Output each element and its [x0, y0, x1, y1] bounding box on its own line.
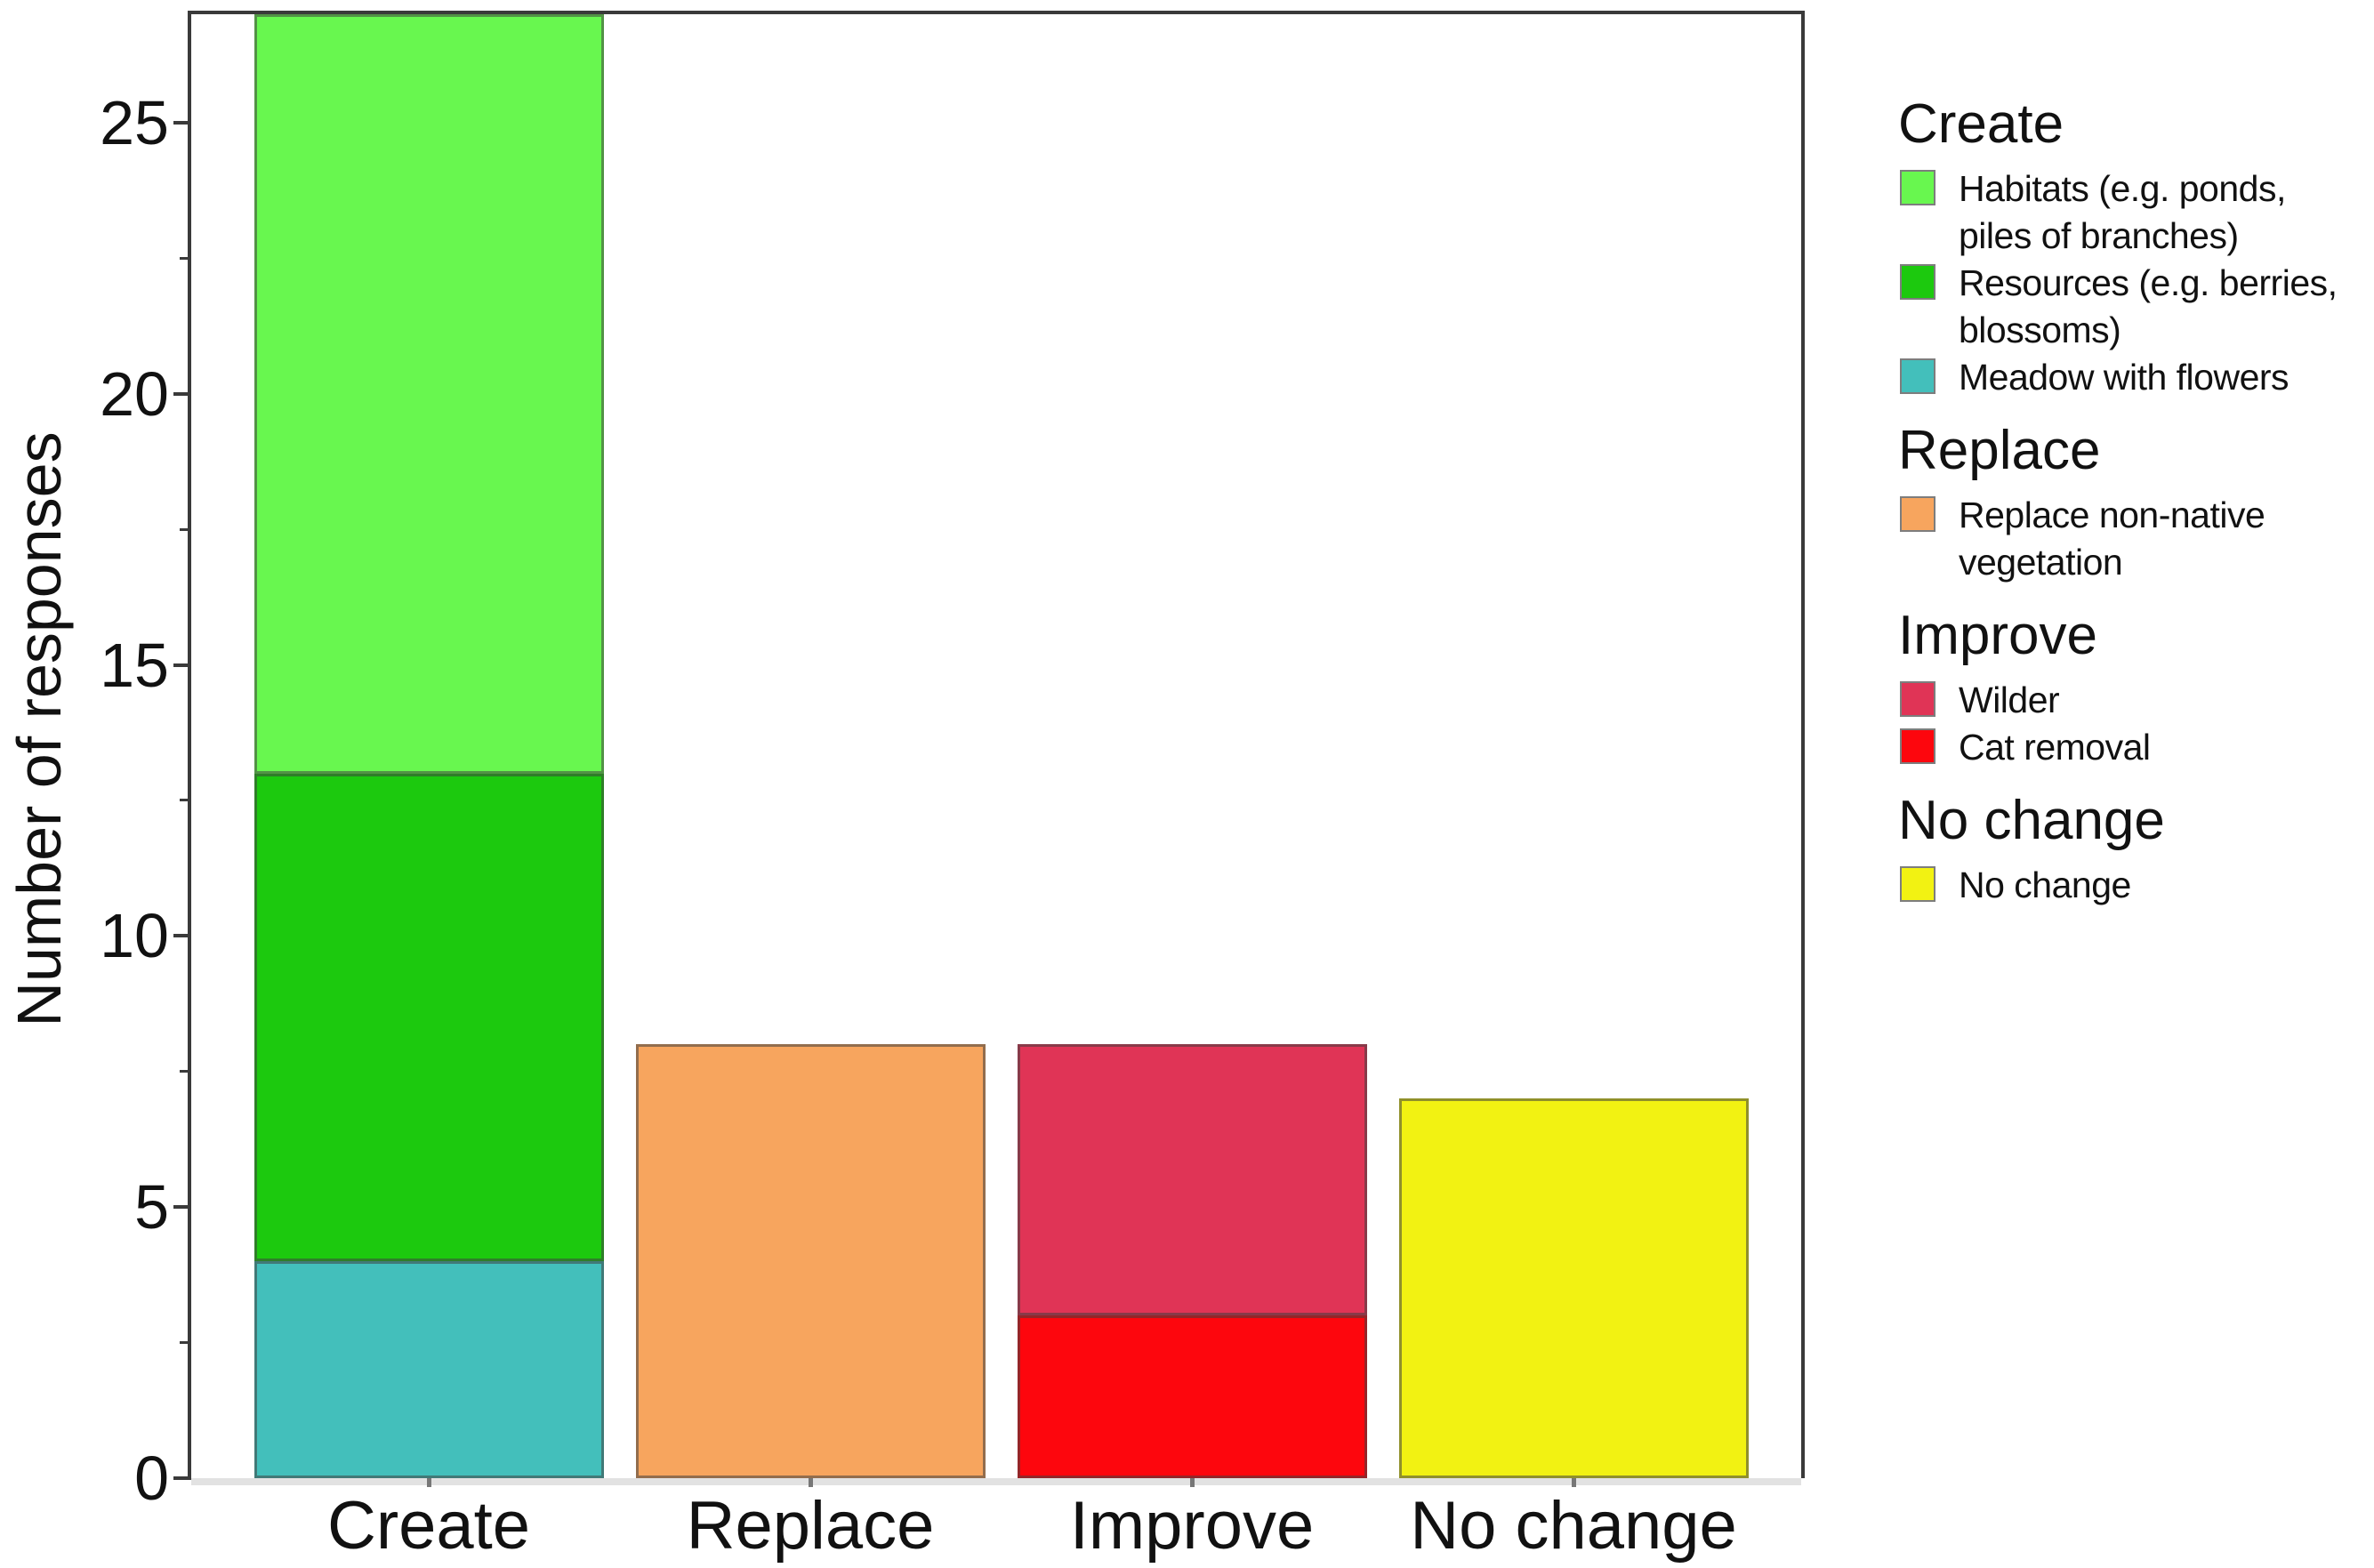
- y-major-tick: [173, 1205, 191, 1210]
- legend-group-replace: Replace Replace non-native vegetation: [1884, 419, 2374, 586]
- x-tick-label-replace: Replace: [686, 1488, 935, 1564]
- y-minor-tick: [180, 527, 191, 531]
- bar-segment-replace-non-native-vegetation: [635, 1044, 986, 1478]
- legend-item: Cat removal: [1900, 724, 2374, 771]
- x-tick-label-improve: Improve: [1069, 1488, 1315, 1564]
- legend-item: Wilder: [1900, 677, 2374, 724]
- plot-area: [188, 11, 1805, 1478]
- legend-swatch-icon: [1900, 358, 1935, 394]
- legend-group-improve: Improve Wilder Cat removal: [1884, 604, 2374, 771]
- y-major-tick: [173, 663, 191, 667]
- y-minor-tick: [180, 1341, 191, 1345]
- legend-group-no-change: No change No change: [1884, 789, 2374, 909]
- y-tick-label: 5: [134, 1172, 169, 1242]
- x-tick: [808, 1478, 813, 1487]
- legend-group-title: Improve: [1898, 605, 2097, 666]
- legend-item-label: Wilder: [1959, 679, 2060, 720]
- bar-segment-no-change: [1398, 1098, 1749, 1478]
- legend-group-title: No change: [1898, 790, 2165, 851]
- x-tick-label-no-change: No change: [1410, 1488, 1737, 1564]
- x-tick: [1189, 1478, 1195, 1487]
- y-minor-tick: [180, 256, 191, 260]
- legend-group-create: Create Habitats (e.g. ponds, piles of bra…: [1884, 92, 2374, 401]
- legend-item: Replace non-native vegetation: [1900, 492, 2374, 586]
- legend-item-label: Resources (e.g. berries, blossoms): [1959, 262, 2338, 350]
- x-tick: [1571, 1478, 1576, 1487]
- legend-swatch-icon: [1900, 866, 1935, 902]
- y-tick-label: 20: [100, 358, 169, 429]
- legend-swatch-icon: [1900, 681, 1935, 717]
- bar-create: [253, 14, 604, 1478]
- legend-item-label: Cat removal: [1959, 727, 2151, 768]
- x-axis-line: [191, 1478, 1801, 1485]
- bar-segment-meadow-with-flowers: [253, 1261, 604, 1478]
- y-minor-tick: [180, 799, 191, 802]
- legend-swatch-icon: [1900, 264, 1935, 300]
- legend: Create Habitats (e.g. ponds, piles of bra…: [1884, 92, 2374, 909]
- bar-improve: [1017, 1044, 1367, 1478]
- bar-segment-wilder: [1017, 1044, 1367, 1316]
- legend-swatch-icon: [1900, 170, 1935, 205]
- y-tick-label: 25: [100, 87, 169, 157]
- y-major-tick: [173, 120, 191, 125]
- y-tick-label: 0: [134, 1443, 169, 1513]
- legend-item-label: Meadow with flowers: [1959, 357, 2290, 398]
- legend-item: Meadow with flowers: [1900, 354, 2374, 401]
- x-tick: [426, 1478, 431, 1487]
- y-major-tick: [173, 1476, 191, 1480]
- bar-segment-habitats-e-g-ponds-piles-of-branches: [253, 14, 604, 774]
- legend-item-label: Replace non-native vegetation: [1959, 495, 2265, 583]
- legend-item-label: Habitats (e.g. ponds, piles of branches): [1959, 168, 2286, 256]
- bar-replace: [635, 1044, 986, 1478]
- y-tick-label: 15: [100, 630, 169, 700]
- legend-item: No change: [1900, 862, 2374, 909]
- legend-item-label: No change: [1959, 864, 2131, 905]
- bar-segment-cat-removal: [1017, 1315, 1367, 1478]
- legend-item: Habitats (e.g. ponds, piles of branches): [1900, 165, 2374, 260]
- legend-group-title: Replace: [1898, 420, 2101, 481]
- y-minor-tick: [180, 1070, 191, 1073]
- legend-swatch-icon: [1900, 496, 1935, 532]
- legend-swatch-icon: [1900, 728, 1935, 764]
- legend-item: Resources (e.g. berries, blossoms): [1900, 260, 2374, 354]
- bar-segment-resources-e-g-berries-blossoms: [253, 773, 604, 1262]
- x-tick-label-create: Create: [326, 1488, 531, 1564]
- y-major-tick: [173, 391, 191, 396]
- bar-no-change: [1398, 1098, 1749, 1478]
- y-tick-label: 10: [100, 901, 169, 971]
- legend-group-title: Create: [1898, 93, 2064, 155]
- y-major-tick: [173, 934, 191, 938]
